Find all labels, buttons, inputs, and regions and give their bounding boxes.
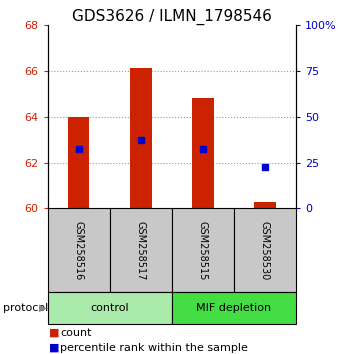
Text: ■: ■	[49, 328, 59, 338]
Text: GSM258515: GSM258515	[198, 221, 208, 280]
Bar	[68, 116, 89, 209]
Bar	[172, 209, 234, 292]
Text: count: count	[60, 328, 91, 338]
Bar	[48, 292, 172, 324]
Text: ■: ■	[49, 343, 59, 353]
Text: protocol: protocol	[3, 303, 49, 313]
Bar	[130, 68, 152, 209]
Text: GSM258516: GSM258516	[74, 221, 84, 280]
Text: control: control	[90, 303, 129, 313]
Text: MIF depletion: MIF depletion	[196, 303, 271, 313]
Text: GSM258530: GSM258530	[260, 221, 270, 280]
Title: GDS3626 / ILMN_1798546: GDS3626 / ILMN_1798546	[72, 8, 272, 25]
Bar	[109, 209, 172, 292]
Text: GSM258517: GSM258517	[136, 221, 146, 280]
Bar	[48, 209, 109, 292]
Bar	[192, 98, 214, 209]
Bar	[234, 209, 296, 292]
Text: ▶: ▶	[39, 303, 47, 313]
Bar	[172, 292, 296, 324]
Bar	[254, 202, 276, 209]
Text: percentile rank within the sample: percentile rank within the sample	[60, 343, 248, 353]
